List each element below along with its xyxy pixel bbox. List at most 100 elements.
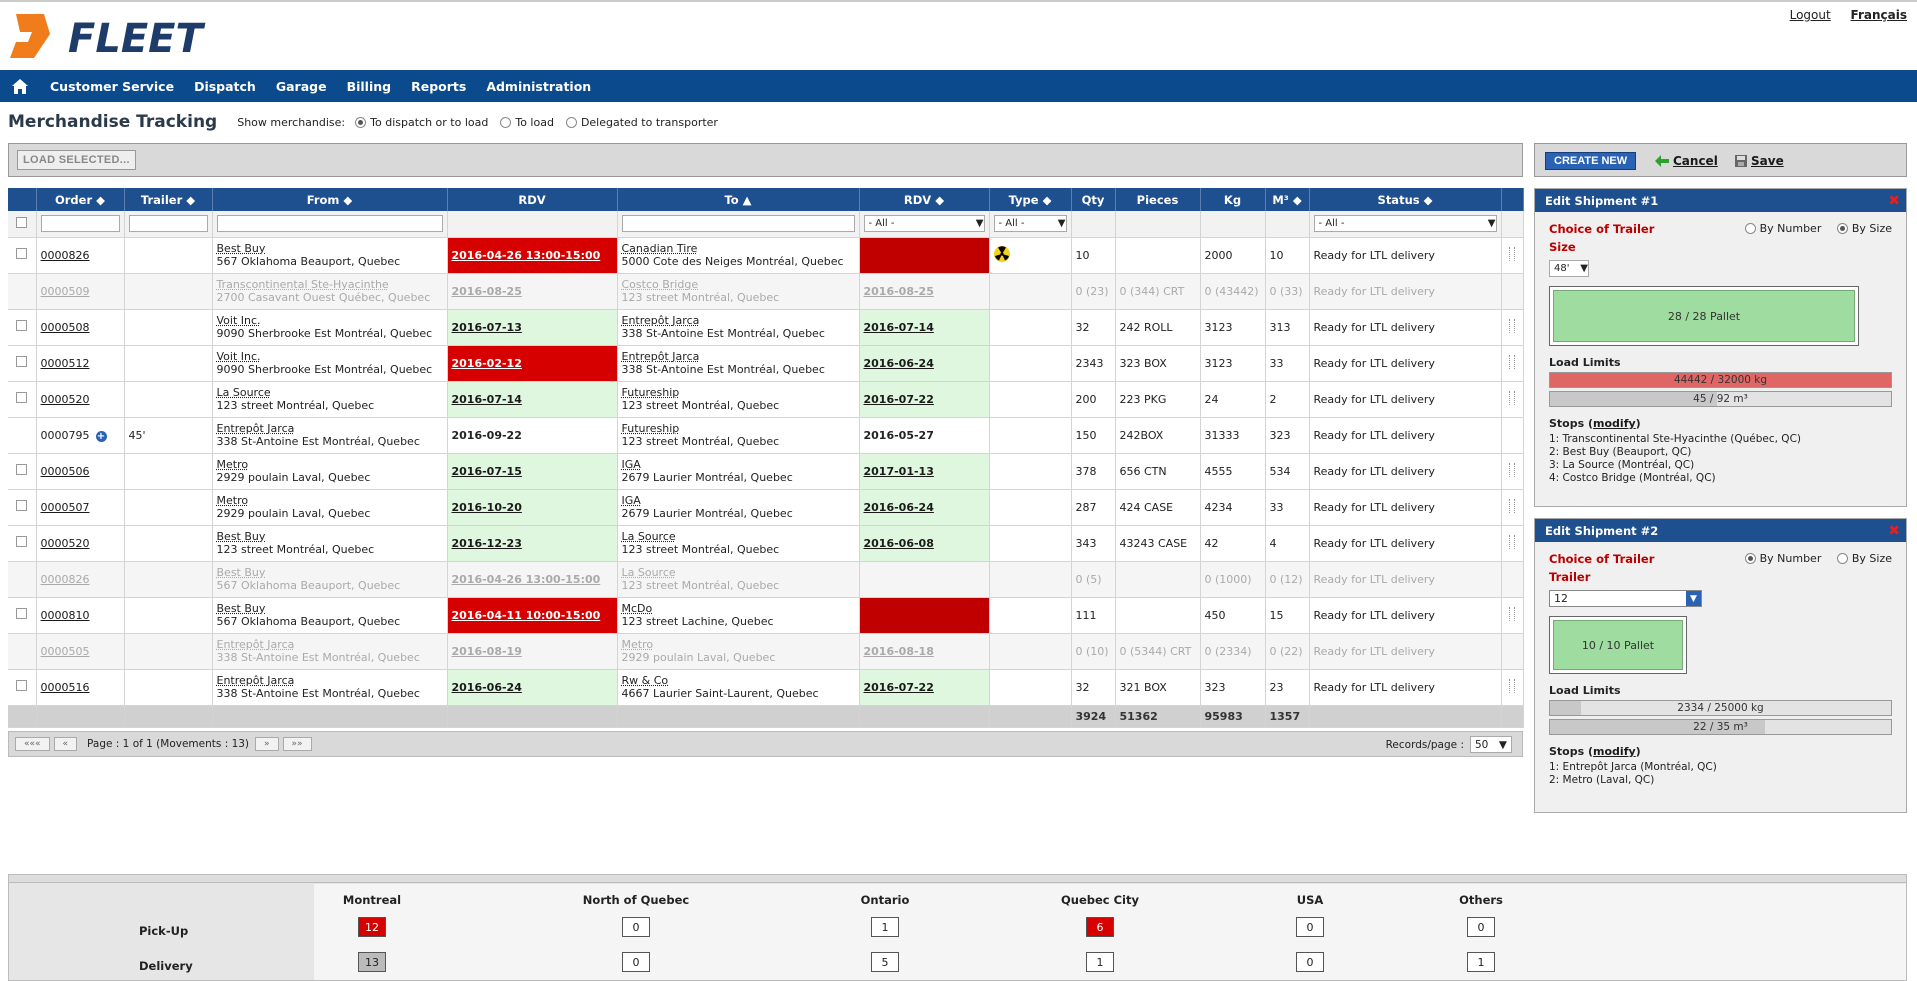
order-link[interactable]: 0000506 bbox=[40, 464, 90, 478]
rdv-to-link[interactable]: 2017-01-13 bbox=[863, 464, 934, 478]
trailer-select[interactable]: 12 ▼ bbox=[1549, 590, 1702, 607]
rdv-to-link[interactable]: 2016-08-18 bbox=[863, 644, 934, 658]
order-link[interactable]: 0000509 bbox=[40, 284, 90, 298]
load-selected-button[interactable]: LOAD SELECTED... bbox=[17, 150, 136, 170]
pickup-count[interactable]: 1 bbox=[871, 917, 899, 937]
from-name-link[interactable]: Metro bbox=[216, 494, 249, 507]
rdv-from-link[interactable]: 2016-04-11 10:00-15:00 bbox=[451, 608, 601, 622]
close-icon[interactable]: ✖ bbox=[1888, 193, 1900, 209]
first-page-button[interactable]: ««« bbox=[15, 737, 50, 751]
to-filter-input[interactable] bbox=[621, 215, 855, 233]
create-new-button[interactable]: CREATE NEW bbox=[1545, 152, 1637, 170]
to-name-link[interactable]: La Source bbox=[621, 566, 676, 579]
to-name-link[interactable]: Costco Bridge bbox=[621, 278, 699, 291]
to-name-link[interactable]: Rw & Co bbox=[621, 674, 669, 687]
row-checkbox[interactable] bbox=[16, 536, 28, 547]
header-type[interactable]: Type ◆ bbox=[989, 188, 1072, 211]
size-select[interactable]: 48' ▼ bbox=[1549, 260, 1589, 277]
row-checkbox[interactable] bbox=[16, 500, 28, 511]
fleet-logo[interactable]: FLEET bbox=[10, 12, 245, 62]
from-name-link[interactable]: Entrepôt Jarca bbox=[216, 422, 295, 435]
order-link[interactable]: 0000508 bbox=[40, 320, 90, 334]
rdv-from-link[interactable]: 2016-07-15 bbox=[451, 464, 522, 478]
close-icon[interactable]: ✖ bbox=[1888, 523, 1900, 539]
nav-customer-service[interactable]: Customer Service bbox=[50, 78, 175, 94]
type-filter-select[interactable]: - All - ▼ bbox=[993, 215, 1067, 233]
rdv-from-link[interactable]: 2016-04-26 13:00-15:00 bbox=[451, 248, 601, 262]
to-name-link[interactable]: IGA bbox=[621, 494, 641, 507]
from-name-link[interactable]: Best Buy bbox=[216, 566, 266, 579]
drag-handle-icon[interactable] bbox=[1509, 606, 1515, 621]
order-link[interactable]: 0000810 bbox=[40, 608, 90, 622]
table-row[interactable]: 0000810 Best Buy 567 Oklahoma Beauport, Qu… bbox=[8, 597, 1524, 634]
rdv-from-link[interactable]: 2016-04-26 13:00-15:00 bbox=[451, 572, 601, 586]
row-checkbox[interactable] bbox=[16, 464, 28, 475]
rdv-to-link[interactable]: 2016-08-25 bbox=[863, 284, 934, 298]
rdv-from-link[interactable]: 2016-10-20 bbox=[451, 500, 522, 514]
table-row[interactable]: 0000505 Entrepôt Jarca 338 St-Antoine Est … bbox=[8, 633, 1524, 670]
resize-handle[interactable] bbox=[9, 875, 1906, 883]
radio-delegated[interactable]: Delegated to transporter bbox=[565, 116, 718, 129]
table-row[interactable]: 0000826 Best Buy 567 Oklahoma Beauport, Qu… bbox=[8, 561, 1524, 598]
delivery-count[interactable]: 1 bbox=[1467, 952, 1495, 972]
save-link[interactable]: Save bbox=[1735, 154, 1784, 168]
rdv-to-link[interactable]: 2016-06-24 bbox=[863, 500, 934, 514]
rdv-from-link[interactable]: 2016-12-23 bbox=[451, 536, 522, 550]
by-size-radio[interactable]: By Size bbox=[1836, 222, 1892, 235]
from-name-link[interactable]: Entrepôt Jarca bbox=[216, 638, 295, 651]
order-link[interactable]: 0000826 bbox=[40, 248, 90, 262]
drag-handle-icon[interactable] bbox=[1509, 462, 1515, 477]
drag-handle-icon[interactable] bbox=[1509, 318, 1515, 333]
from-name-link[interactable]: Metro bbox=[216, 458, 249, 471]
table-row[interactable]: 0000516 Entrepôt Jarca 338 St-Antoine Est … bbox=[8, 669, 1524, 706]
to-name-link[interactable]: Futureship bbox=[621, 422, 680, 435]
to-name-link[interactable]: Metro bbox=[621, 638, 654, 651]
rdv-from-link[interactable]: 2016-06-24 bbox=[451, 680, 522, 694]
from-name-link[interactable]: Best Buy bbox=[216, 530, 266, 543]
order-link[interactable]: 0000507 bbox=[40, 500, 90, 514]
header-status[interactable]: Status ◆ bbox=[1309, 188, 1502, 211]
to-name-link[interactable]: Canadian Tire bbox=[621, 242, 698, 255]
trailer-filter-input[interactable] bbox=[128, 215, 208, 233]
rdv-to-link[interactable]: 2016-07-22 bbox=[863, 392, 934, 406]
last-page-button[interactable]: »» bbox=[282, 737, 312, 751]
rdv-from-link[interactable]: 2016-08-25 bbox=[451, 284, 522, 298]
rdv-from-link[interactable]: 2016-07-14 bbox=[451, 392, 522, 406]
table-row[interactable]: 0000506 Metro 2929 poulain Laval, Quebec 20… bbox=[8, 453, 1524, 490]
select-all-checkbox[interactable] bbox=[16, 216, 28, 228]
order-link[interactable]: 0000516 bbox=[40, 680, 90, 694]
nav-reports[interactable]: Reports bbox=[411, 78, 467, 94]
order-link[interactable]: 0000505 bbox=[40, 644, 90, 658]
row-checkbox[interactable] bbox=[16, 680, 28, 691]
pickup-count[interactable]: 0 bbox=[622, 917, 650, 937]
cancel-link[interactable]: Cancel bbox=[1655, 154, 1718, 168]
drag-handle-icon[interactable] bbox=[1509, 498, 1515, 513]
nav-administration[interactable]: Administration bbox=[486, 78, 592, 94]
to-name-link[interactable]: IGA bbox=[621, 458, 641, 471]
expand-plus-icon[interactable]: + bbox=[95, 430, 107, 442]
to-name-link[interactable]: Entrepôt Jarca bbox=[621, 350, 700, 363]
delivery-count[interactable]: 5 bbox=[871, 952, 899, 972]
table-row[interactable]: 0000512 Voit Inc. 9090 Sherbrooke Est Mont… bbox=[8, 345, 1524, 382]
row-checkbox[interactable] bbox=[16, 608, 28, 619]
row-checkbox[interactable] bbox=[16, 356, 28, 367]
row-checkbox[interactable] bbox=[16, 248, 28, 259]
order-link[interactable]: 0000826 bbox=[40, 572, 90, 586]
to-name-link[interactable]: Futureship bbox=[621, 386, 680, 399]
header-from[interactable]: From ◆ bbox=[212, 188, 448, 211]
nav-billing[interactable]: Billing bbox=[346, 78, 392, 94]
radio-to-load[interactable]: To load bbox=[500, 116, 554, 129]
from-name-link[interactable]: Best Buy bbox=[216, 242, 266, 255]
from-name-link[interactable]: Best Buy bbox=[216, 602, 266, 615]
from-name-link[interactable]: Voit Inc. bbox=[216, 314, 261, 327]
header-m3[interactable]: M³ ◆ bbox=[1265, 188, 1310, 211]
delivery-count[interactable]: 1 bbox=[1086, 952, 1114, 972]
drag-handle-icon[interactable] bbox=[1509, 534, 1515, 549]
table-row[interactable]: 0000508 Voit Inc. 9090 Sherbrooke Est Mont… bbox=[8, 309, 1524, 346]
to-name-link[interactable]: La Source bbox=[621, 530, 676, 543]
rdv-from-link[interactable]: 2016-02-12 bbox=[451, 356, 522, 370]
records-per-page-select[interactable]: 50 ▼ bbox=[1470, 736, 1512, 753]
rdv-to-link[interactable]: 2016-06-08 bbox=[863, 536, 934, 550]
order-filter-input[interactable] bbox=[40, 215, 120, 233]
delivery-count[interactable]: 13 bbox=[358, 952, 386, 972]
